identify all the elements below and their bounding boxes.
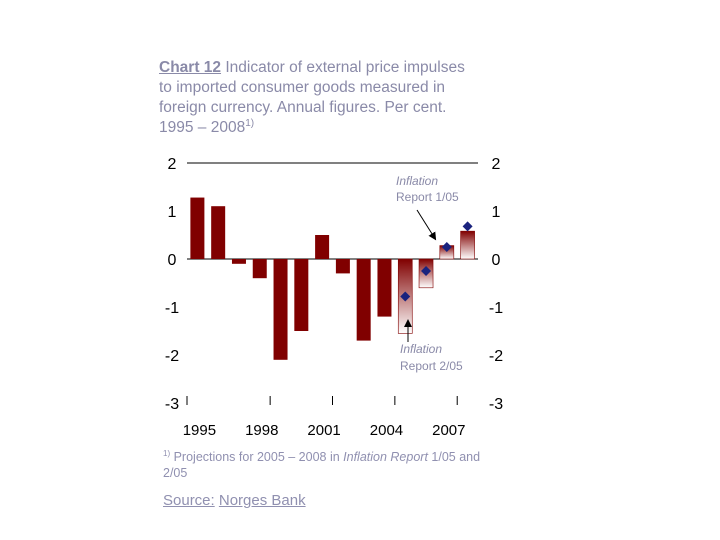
x-tick-label: 2001 <box>307 422 340 439</box>
y-tick-label-right: -1 <box>489 300 503 317</box>
bar <box>335 259 350 274</box>
source-line: Source: Norges Bank <box>163 492 306 509</box>
chart-number: Chart 12 <box>159 59 222 76</box>
y-tick-label-right: -2 <box>489 348 503 365</box>
annotation-top-arrow <box>416 209 437 241</box>
bar <box>294 259 309 331</box>
chart-title-text: Indicator of external price impulses to … <box>159 59 465 136</box>
y-tick-label-left: -1 <box>165 300 179 317</box>
annotation-top-line2: Report 1/05 <box>396 190 459 204</box>
marker-ir-2-05 <box>421 266 432 276</box>
footnote-text-before: Projections for 2005 – 2008 in <box>170 450 344 464</box>
y-tick-label-right: 2 <box>492 156 501 173</box>
footnote-text-mid: 1/05 and 2/05 <box>163 450 481 480</box>
annotation-bottom-line2: Report 2/05 <box>400 359 463 373</box>
x-tick-label: 2007 <box>432 422 465 439</box>
annotation-top-line1: Inflation <box>396 174 438 188</box>
bar <box>190 197 205 259</box>
bar <box>377 259 392 317</box>
source-label: Source: <box>163 492 215 509</box>
bar <box>273 259 288 360</box>
bar <box>315 235 330 259</box>
marker-ir-1-05 <box>462 221 473 232</box>
y-tick-label-right: 0 <box>492 252 501 269</box>
marker-ir-2-05 <box>400 291 411 302</box>
x-tick-label: 2004 <box>370 422 403 439</box>
bar <box>231 259 246 264</box>
footnote: 1) Projections for 2005 – 2008 in Inflat… <box>163 449 503 481</box>
y-tick-label-right: -3 <box>489 396 503 413</box>
y-tick-label-left: 2 <box>168 156 177 173</box>
y-tick-label-right: 1 <box>492 204 501 221</box>
x-tick-label: 1998 <box>245 422 278 439</box>
footnote-italic: Inflation Report <box>343 450 428 464</box>
source-value: Norges Bank <box>218 492 306 509</box>
y-tick-label-left: -2 <box>165 348 179 365</box>
bar <box>252 259 267 279</box>
chart-title-footnote-mark: 1) <box>245 117 255 129</box>
bar <box>356 259 371 341</box>
footnote-mark: 1) <box>163 448 171 458</box>
x-tick-label: 1995 <box>183 422 216 439</box>
y-tick-label-left: -3 <box>165 396 179 413</box>
chart-title: Chart 12 Indicator of external price imp… <box>159 58 479 138</box>
y-tick-label-left: 0 <box>168 252 177 269</box>
annotation-bottom-line1: Inflation <box>400 342 442 356</box>
bar <box>460 230 475 260</box>
y-tick-label-left: 1 <box>168 204 177 221</box>
bar <box>211 206 226 259</box>
marker-ir-1-05 <box>441 242 452 252</box>
